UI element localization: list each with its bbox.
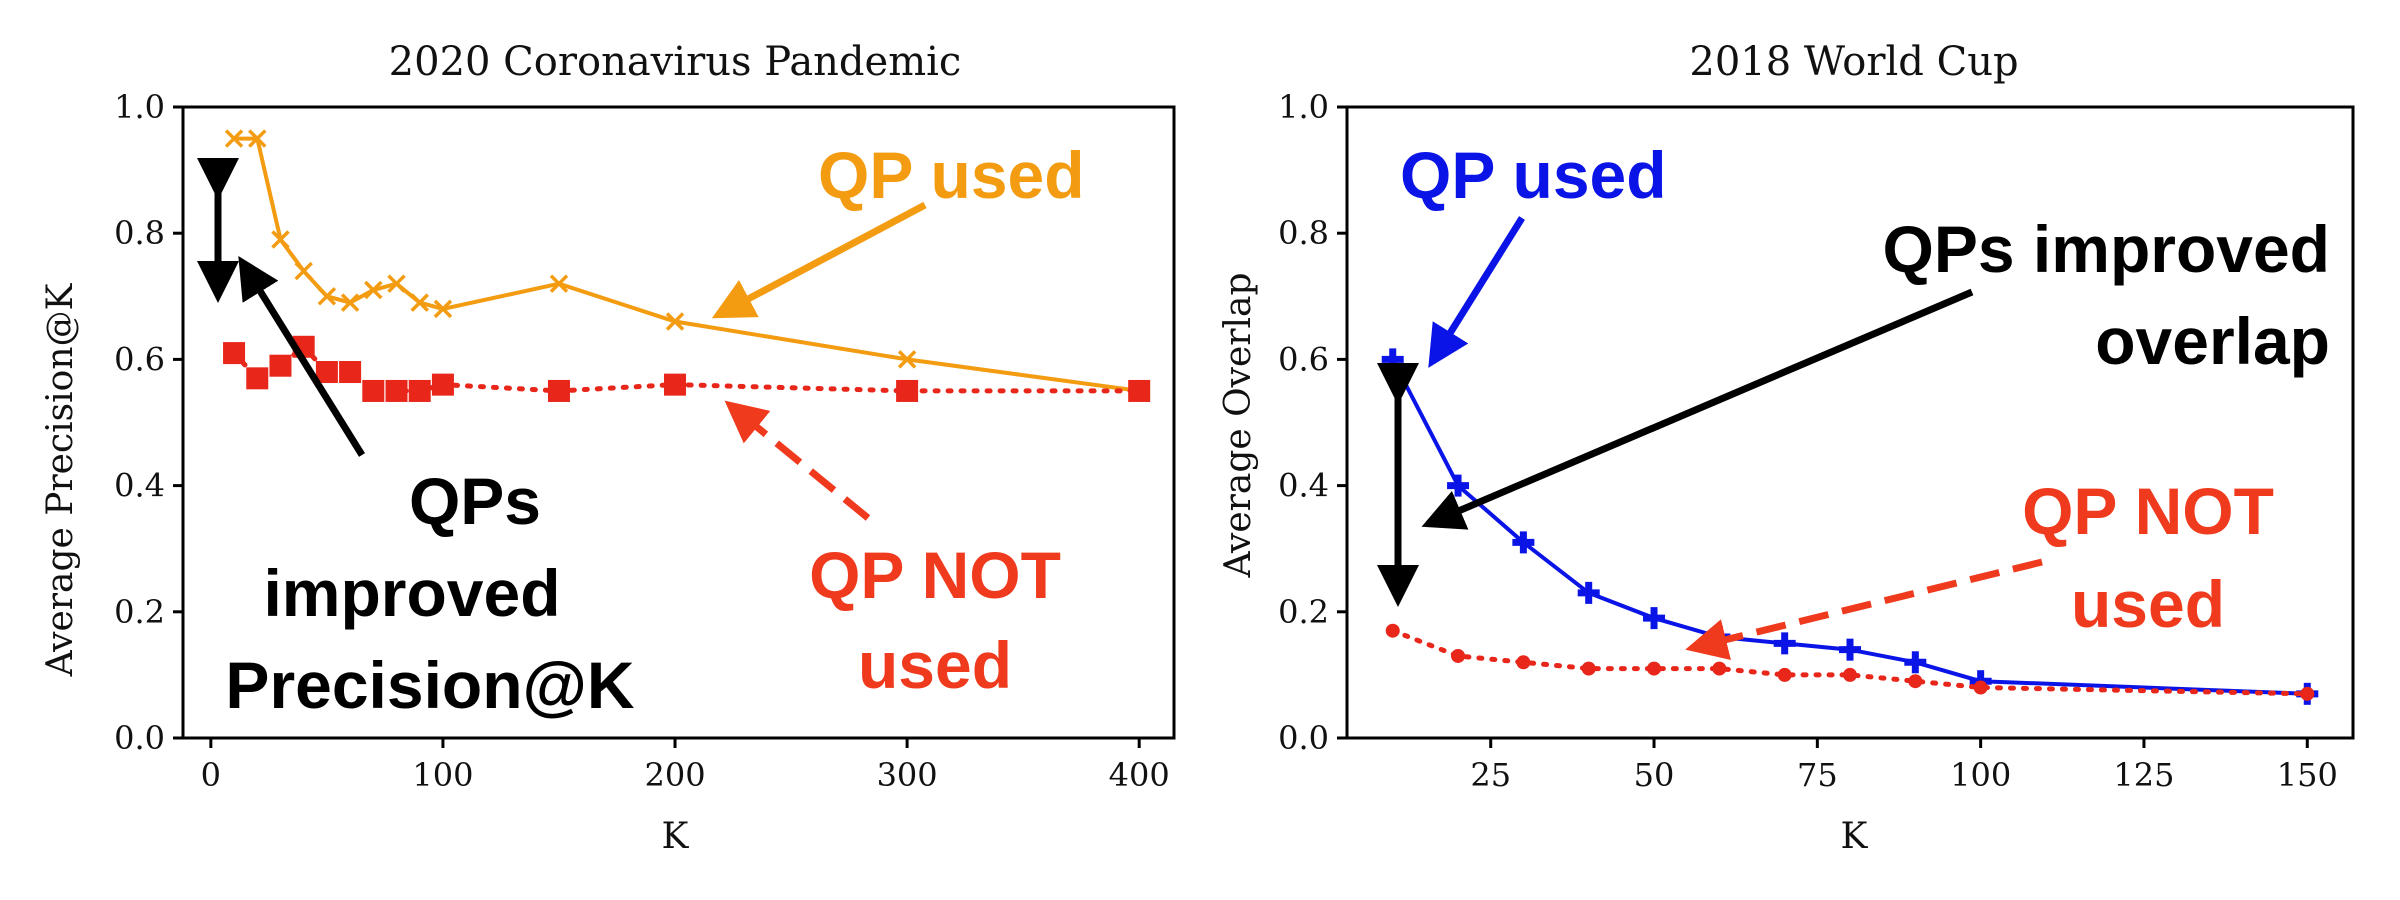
left-series-0-point xyxy=(224,129,244,148)
right-series-1-point xyxy=(1777,667,1792,682)
right-xtick-label: 150 xyxy=(2277,756,2338,794)
left-qps-label-line1: QPs xyxy=(409,464,541,538)
left-ytick-label: 0.2 xyxy=(114,593,165,631)
left-series-1-point xyxy=(246,367,269,390)
right-ytick-label: 0.8 xyxy=(1278,214,1329,252)
left-ytick-label: 0.6 xyxy=(114,340,165,378)
right-series-1-point xyxy=(1973,680,1988,695)
left-series-0-point xyxy=(665,312,685,331)
left-qp-not-label-line2: used xyxy=(858,628,1012,702)
left-ytick-label: 0.8 xyxy=(114,214,165,252)
right-series-1-point xyxy=(1581,661,1596,676)
right-ytick-label: 0.2 xyxy=(1278,593,1329,631)
right-series-0-point xyxy=(1381,348,1404,371)
right-xtick-label: 100 xyxy=(1950,756,2011,794)
left-qps-label-line3: Precision@K xyxy=(225,648,634,722)
right-qps-label-line2: overlap xyxy=(2095,304,2330,378)
right-ytick-label: 0.4 xyxy=(1278,467,1329,505)
left-series xyxy=(223,129,1151,402)
right-series-1-point xyxy=(1647,661,1662,676)
left-series-1-point xyxy=(362,379,385,402)
right-series-1-point xyxy=(1385,623,1400,638)
right-panel: 2018 World Cup K Average Overlap 0.00.20… xyxy=(1218,39,2355,857)
left-qp-not-label-line1: QP NOT xyxy=(809,538,1061,612)
right-series-1-point xyxy=(1712,661,1727,676)
left-series-1-point xyxy=(385,379,408,402)
right-series-0-point xyxy=(1512,531,1535,554)
right-series-0-point xyxy=(1773,632,1796,655)
right-xlabel: K xyxy=(1841,816,1869,857)
left-series-0-point xyxy=(340,293,360,312)
left-series-1-point xyxy=(664,373,687,396)
left-qp-used-label: QP used xyxy=(818,138,1085,212)
left-series-0-point xyxy=(433,299,453,319)
right-qp-not-label-line2: used xyxy=(2071,567,2225,641)
right-ytick-label: 1.0 xyxy=(1278,88,1329,126)
left-series-0-point xyxy=(387,274,406,293)
left-ticks: 0.0 0.2 0.4 0.6 0.8 1.0 0 100 200 300 400 xyxy=(114,88,1170,794)
left-series-1-point xyxy=(315,361,338,384)
left-xtick-label: 0 xyxy=(201,756,221,794)
left-series-0-point xyxy=(294,261,313,281)
right-xtick-label: 75 xyxy=(1797,756,1838,794)
left-series-1-point xyxy=(431,373,454,396)
left-series-1-point xyxy=(1128,379,1151,402)
right-series-0-point xyxy=(1904,651,1927,674)
left-series-1-point xyxy=(269,354,292,377)
right-qp-not-label-line1: QP NOT xyxy=(2022,474,2274,548)
right-xtick-label: 125 xyxy=(2113,756,2174,794)
right-series-line-1 xyxy=(1390,628,2310,697)
left-xlabel: K xyxy=(662,816,690,857)
right-series-1-point xyxy=(1843,667,1857,682)
left-series-0-point xyxy=(364,280,383,300)
left-series-0-point xyxy=(248,129,267,148)
left-xtick-label: 200 xyxy=(644,756,705,794)
left-title: 2020 Coronavirus Pandemic xyxy=(389,39,962,85)
left-ylabel: Average Precision@K xyxy=(40,283,81,678)
right-series-1-point xyxy=(1908,674,1923,689)
left-series-1-point xyxy=(339,361,362,384)
right-qps-label-line1: QPs improved xyxy=(1883,212,2330,286)
right-ylabel: Average Overlap xyxy=(1218,272,1259,578)
right-series-0-point xyxy=(1839,638,1861,661)
left-qp-used-arrow xyxy=(711,201,927,319)
right-series-1-point xyxy=(1451,648,1466,663)
right-series-1-point xyxy=(2300,686,2315,701)
right-ytick-label: 0.0 xyxy=(1278,719,1329,757)
right-qp-used-label: QP used xyxy=(1400,138,1667,212)
right-qps-arrow xyxy=(1421,288,1974,530)
right-series-0-point xyxy=(1643,607,1666,630)
right-title: 2018 World Cup xyxy=(1689,39,2018,85)
left-panel: 2020 Coronavirus Pandemic K Average Prec… xyxy=(40,39,1176,857)
left-xtick-label: 100 xyxy=(412,756,473,794)
left-qp-not-used-arrow xyxy=(724,400,871,521)
right-xtick-label: 50 xyxy=(1634,756,1675,794)
right-xtick-label: 25 xyxy=(1470,756,1511,794)
left-series-1-point xyxy=(223,342,246,365)
left-xtick-label: 300 xyxy=(877,756,938,794)
right-qp-not-used-arrow xyxy=(1685,558,2043,661)
left-series-0-point xyxy=(410,293,429,312)
right-series-1-point xyxy=(1516,655,1531,670)
left-ytick-label: 1.0 xyxy=(114,88,165,126)
right-ticks: 0.0 0.2 0.4 0.6 0.8 1.0 25 50 75 100 125 150 xyxy=(1278,88,2338,794)
left-qps-label-line2: improved xyxy=(263,556,560,630)
left-series-1-point xyxy=(547,379,570,402)
left-xtick-label: 400 xyxy=(1109,756,1170,794)
left-series-0-point xyxy=(317,287,337,306)
right-ytick-label: 0.6 xyxy=(1278,340,1329,378)
left-ytick-label: 0.0 xyxy=(114,719,165,757)
right-axes-frame xyxy=(1345,105,2355,740)
left-qps-arrow xyxy=(238,256,365,457)
left-series-1-point xyxy=(408,379,431,402)
right-series-0-point xyxy=(1577,581,1600,604)
left-axes-frame xyxy=(181,105,1176,740)
left-series-0-point xyxy=(897,350,917,369)
left-ytick-label: 0.4 xyxy=(114,467,165,505)
left-series-0-point xyxy=(549,274,569,293)
right-qp-used-arrow xyxy=(1428,216,1525,368)
left-series-0-point xyxy=(271,230,290,249)
left-series-1-point xyxy=(896,379,919,402)
